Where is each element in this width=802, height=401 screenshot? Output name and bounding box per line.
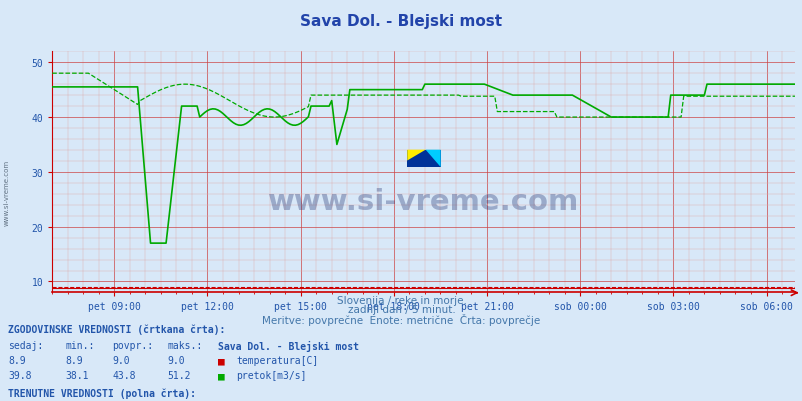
Text: povpr.:: povpr.: xyxy=(112,340,153,350)
Bar xyxy=(407,150,440,168)
Polygon shape xyxy=(425,150,440,168)
Text: ■: ■ xyxy=(218,371,225,381)
Text: 9.0: 9.0 xyxy=(167,355,184,365)
Text: 51.2: 51.2 xyxy=(167,371,190,381)
Text: www.si-vreme.com: www.si-vreme.com xyxy=(268,187,578,215)
Text: maks.:: maks.: xyxy=(167,340,202,350)
Text: sedaj:: sedaj: xyxy=(8,340,43,350)
Text: 8.9: 8.9 xyxy=(66,355,83,365)
Text: 8.9: 8.9 xyxy=(8,355,26,365)
Text: 43.8: 43.8 xyxy=(112,371,136,381)
Text: Sava Dol. - Blejski most: Sava Dol. - Blejski most xyxy=(300,14,502,29)
Text: 39.8: 39.8 xyxy=(8,371,31,381)
Text: TRENUTNE VREDNOSTI (polna črta):: TRENUTNE VREDNOSTI (polna črta): xyxy=(8,387,196,398)
Text: 38.1: 38.1 xyxy=(66,371,89,381)
Text: 9.0: 9.0 xyxy=(112,355,130,365)
Text: min.:: min.: xyxy=(66,340,95,350)
Text: ZGODOVINSKE VREDNOSTI (črtkana črta):: ZGODOVINSKE VREDNOSTI (črtkana črta): xyxy=(8,324,225,334)
Text: www.si-vreme.com: www.si-vreme.com xyxy=(3,160,10,225)
Text: ■: ■ xyxy=(218,355,225,365)
Text: Slovenija / reke in morje.: Slovenija / reke in morje. xyxy=(336,296,466,306)
Text: Meritve: povprečne  Enote: metrične  Črta: povprečje: Meritve: povprečne Enote: metrične Črta:… xyxy=(262,313,540,325)
Text: zadnji dan / 5 minut.: zadnji dan / 5 minut. xyxy=(347,304,455,314)
Text: pretok[m3/s]: pretok[m3/s] xyxy=(236,371,306,381)
Text: Sava Dol. - Blejski most: Sava Dol. - Blejski most xyxy=(218,340,359,351)
Text: temperatura[C]: temperatura[C] xyxy=(236,355,318,365)
Polygon shape xyxy=(407,150,425,161)
